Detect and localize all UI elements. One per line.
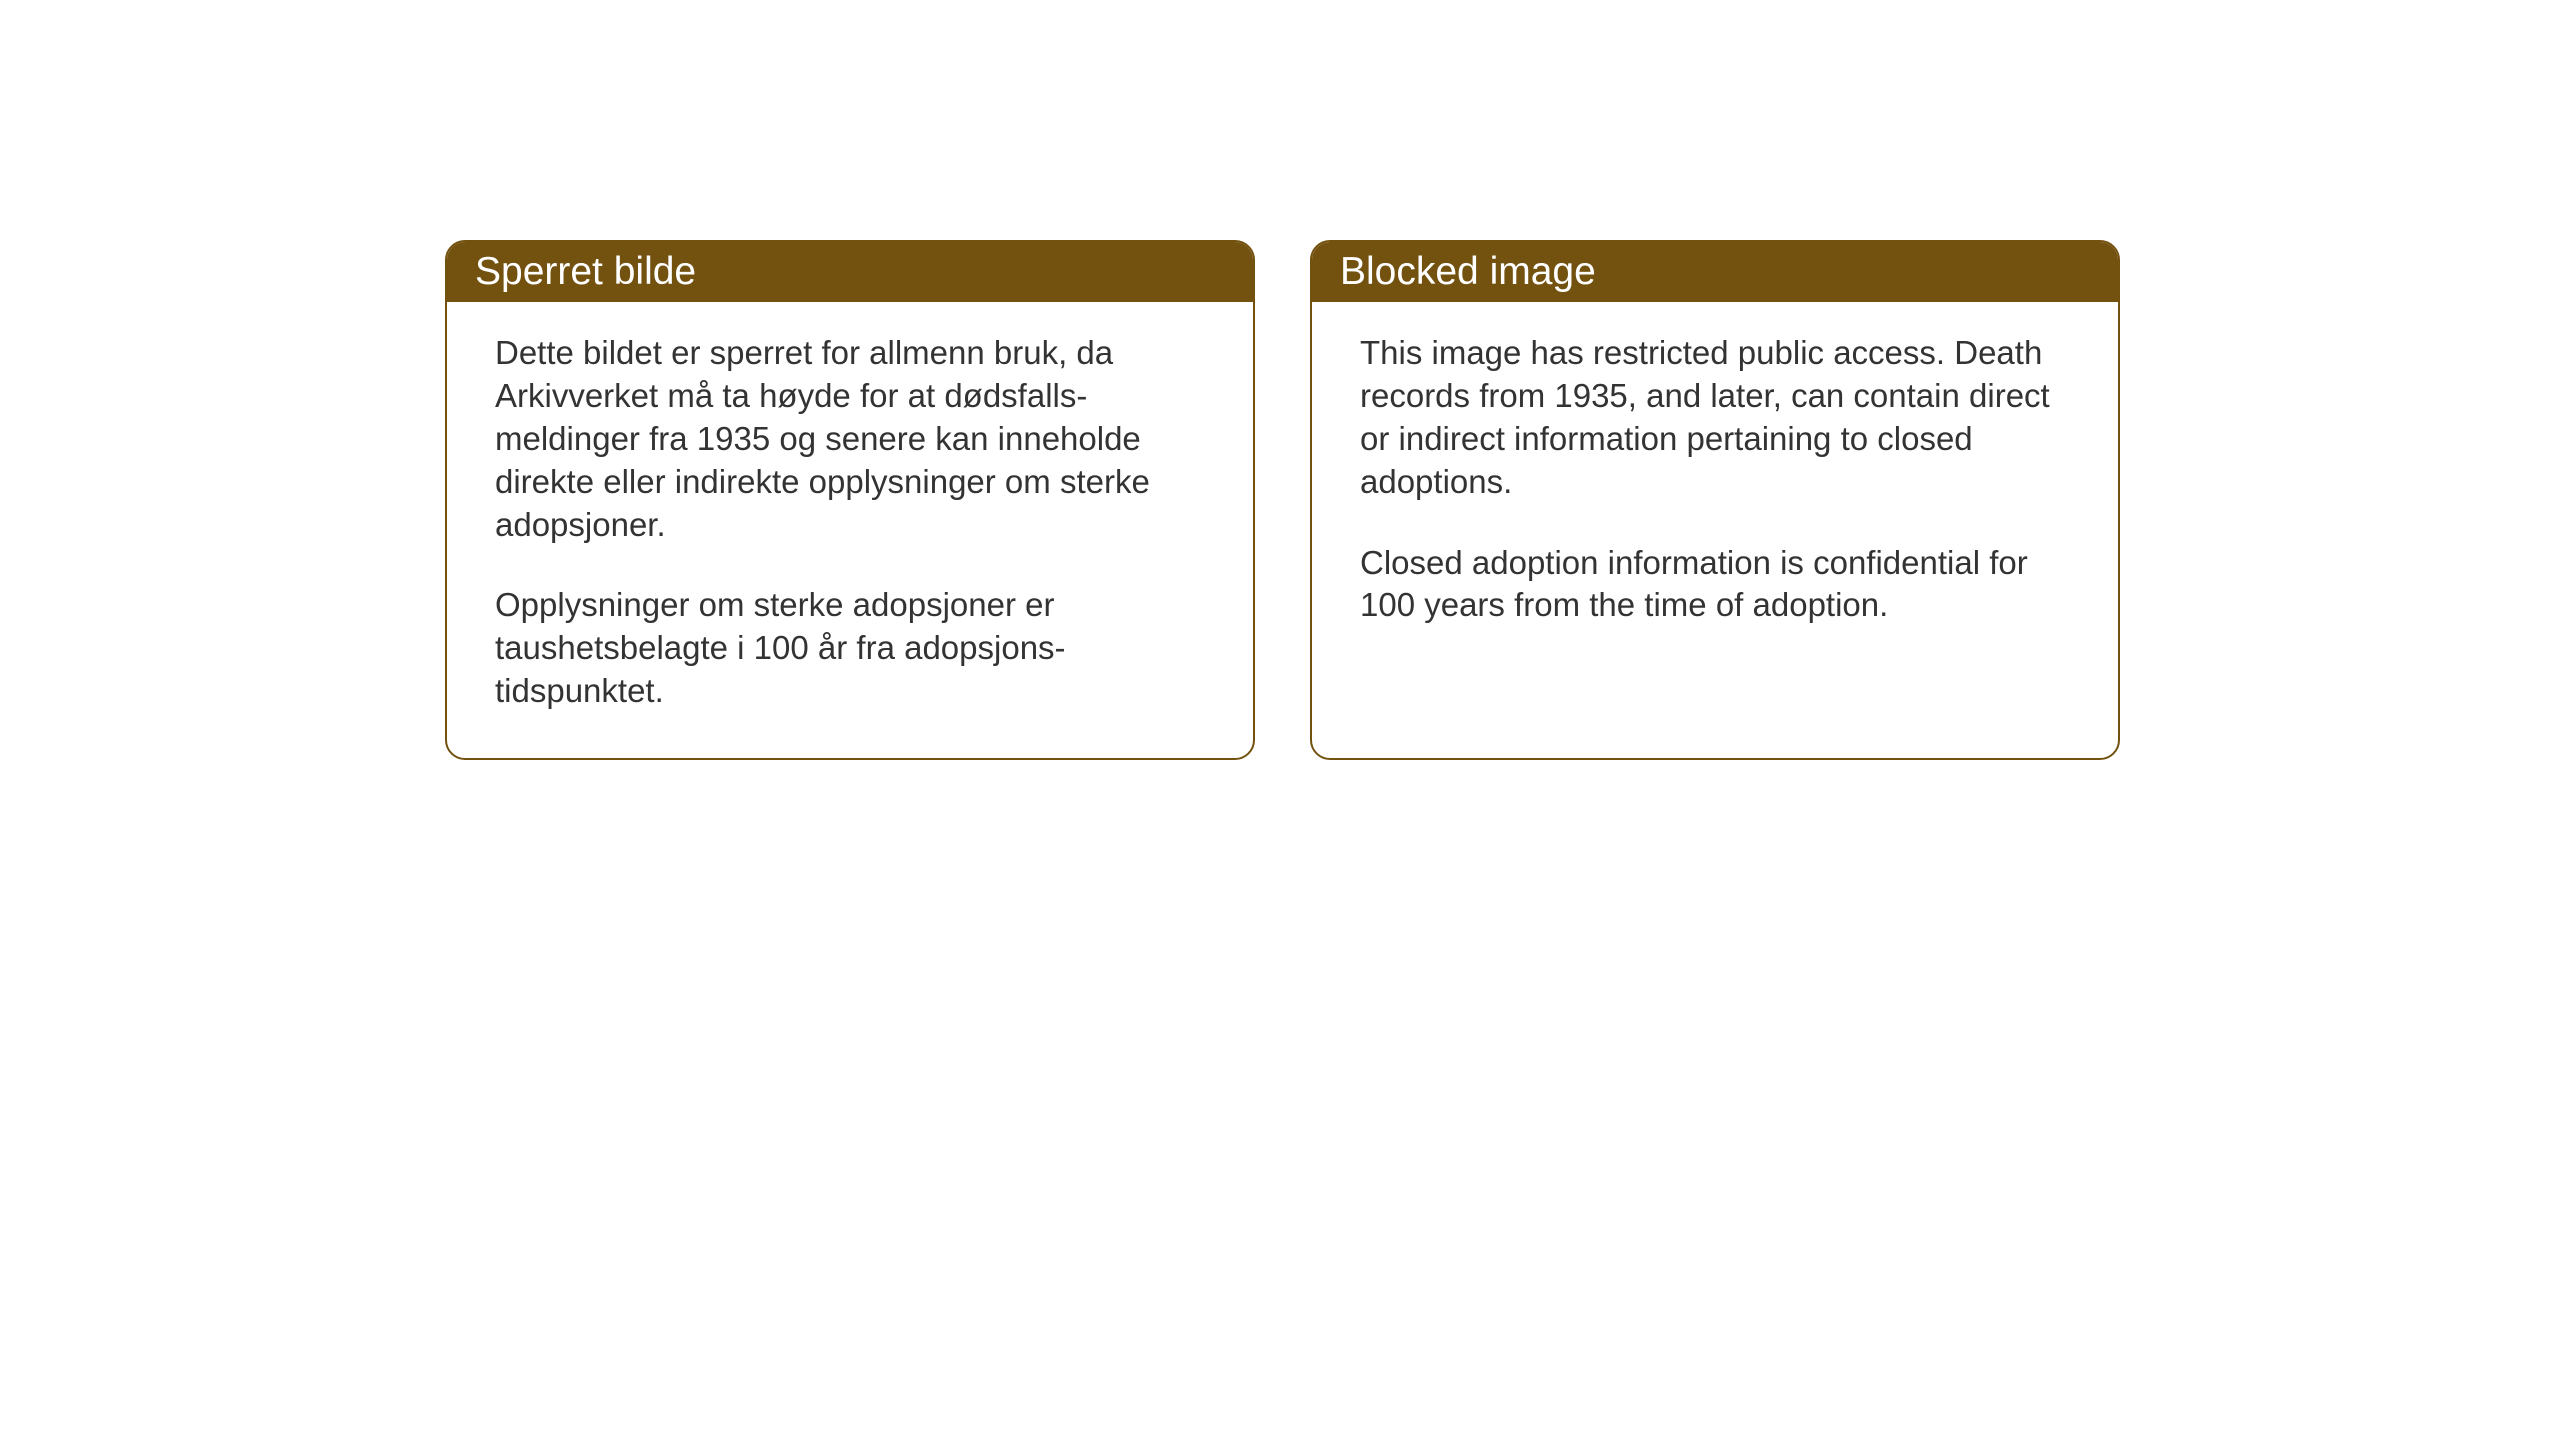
card-header-norwegian: Sperret bilde (447, 242, 1253, 302)
paragraph-norwegian-1: Dette bildet er sperret for allmenn bruk… (495, 332, 1205, 546)
paragraph-norwegian-2: Opplysninger om sterke adopsjoner er tau… (495, 584, 1205, 713)
card-header-english: Blocked image (1312, 242, 2118, 302)
notice-card-english: Blocked image This image has restricted … (1310, 240, 2120, 760)
paragraph-english-2: Closed adoption information is confident… (1360, 542, 2070, 628)
card-body-norwegian: Dette bildet er sperret for allmenn bruk… (447, 302, 1253, 758)
notice-card-norwegian: Sperret bilde Dette bildet er sperret fo… (445, 240, 1255, 760)
card-body-english: This image has restricted public access.… (1312, 302, 2118, 672)
paragraph-english-1: This image has restricted public access.… (1360, 332, 2070, 504)
notice-container: Sperret bilde Dette bildet er sperret fo… (445, 240, 2120, 760)
